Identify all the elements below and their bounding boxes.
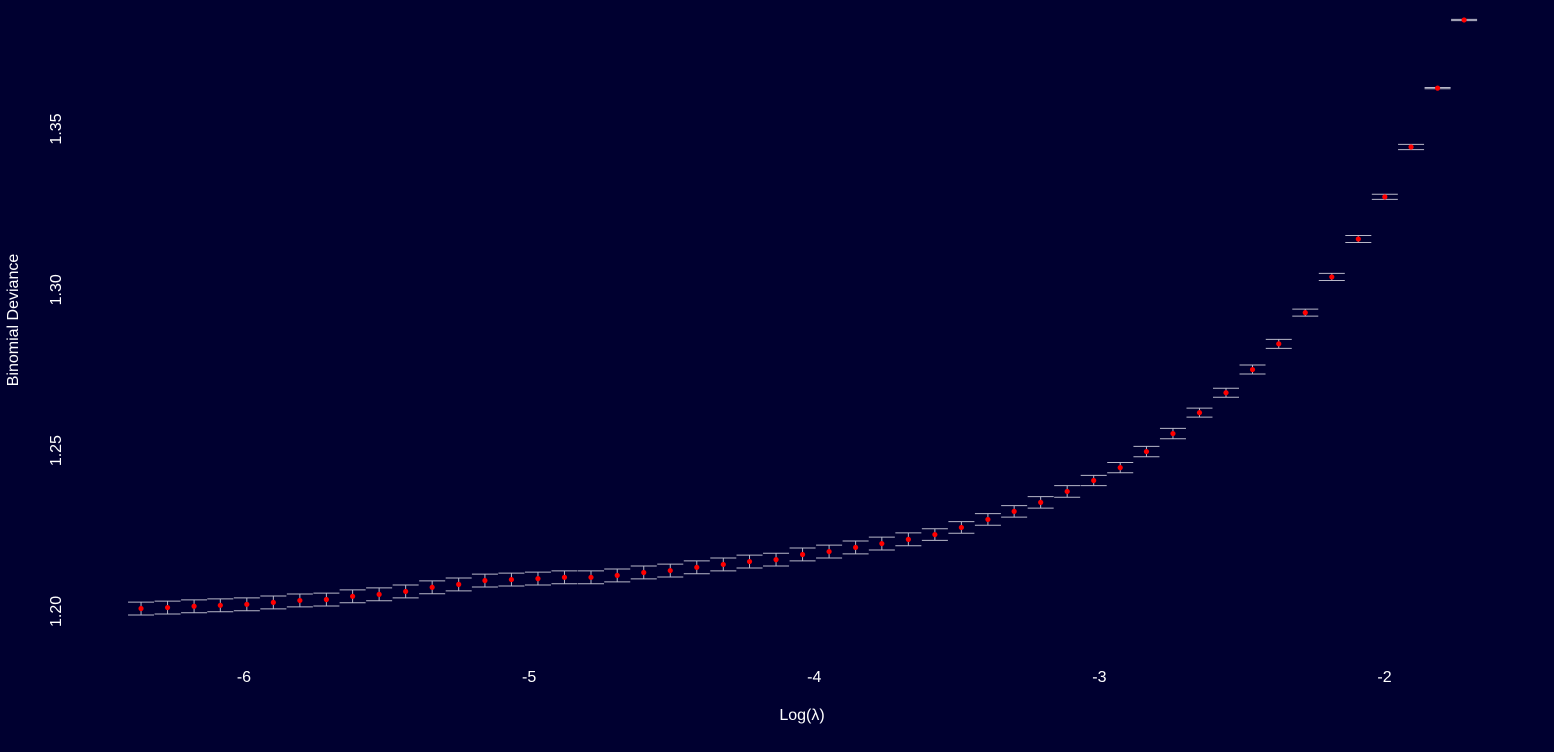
y-tick-label: 1.20 xyxy=(48,596,65,627)
point xyxy=(1064,488,1070,495)
point xyxy=(799,551,806,558)
point xyxy=(667,567,673,574)
point xyxy=(1276,341,1282,347)
point xyxy=(588,574,594,580)
point xyxy=(1143,448,1150,455)
point xyxy=(1382,194,1388,200)
point xyxy=(244,601,250,607)
point xyxy=(1461,17,1467,23)
point xyxy=(1196,410,1203,416)
x-tick-label: -2 xyxy=(1377,669,1391,686)
point xyxy=(1223,390,1229,396)
point xyxy=(905,536,911,542)
point xyxy=(1302,310,1308,316)
point xyxy=(138,605,144,612)
point xyxy=(641,569,647,576)
y-tick-label: 1.35 xyxy=(48,113,65,144)
point xyxy=(985,516,991,523)
point xyxy=(403,588,409,595)
point xyxy=(720,561,726,568)
point xyxy=(1408,144,1414,150)
point xyxy=(217,602,223,608)
point xyxy=(164,604,171,611)
point xyxy=(1117,465,1123,471)
x-tick-label: -6 xyxy=(237,669,251,686)
x-axis-label: Log(λ) xyxy=(779,707,824,724)
point xyxy=(1170,430,1176,437)
point xyxy=(773,557,779,563)
point xyxy=(350,593,356,599)
point xyxy=(1355,236,1361,242)
point xyxy=(297,597,303,604)
point xyxy=(1329,274,1335,280)
point xyxy=(270,599,276,606)
point xyxy=(1038,499,1044,505)
point xyxy=(191,603,197,609)
point xyxy=(1011,508,1017,514)
point xyxy=(376,591,382,597)
y-axis-label: Binomial Deviance xyxy=(5,254,22,387)
point xyxy=(482,577,488,584)
x-tick-label: -5 xyxy=(522,669,536,686)
x-tick-label: -4 xyxy=(807,669,821,686)
y-tick-label: 1.30 xyxy=(48,274,65,305)
point xyxy=(853,544,859,551)
point xyxy=(826,548,832,555)
point xyxy=(614,572,620,578)
point xyxy=(456,581,462,587)
x-tick-label: -3 xyxy=(1092,669,1106,686)
point xyxy=(932,531,938,538)
point xyxy=(958,524,964,531)
point xyxy=(879,540,885,547)
point xyxy=(1249,366,1256,373)
y-tick-label: 1.25 xyxy=(48,435,65,466)
point xyxy=(1434,85,1441,91)
point xyxy=(508,576,515,583)
point xyxy=(429,584,435,590)
point xyxy=(535,576,541,582)
point xyxy=(694,564,700,570)
point xyxy=(561,574,568,580)
point xyxy=(323,596,329,603)
point xyxy=(1091,477,1097,484)
point xyxy=(746,558,753,565)
